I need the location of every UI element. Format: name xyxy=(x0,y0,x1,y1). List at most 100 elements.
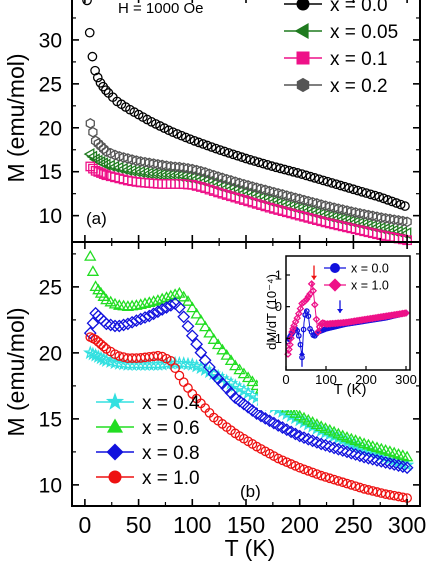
panel-b-point-3 xyxy=(342,478,352,489)
panel-a-point-0 xyxy=(82,0,92,6)
inset-point-1 xyxy=(314,328,322,336)
panel-b-point-3 xyxy=(290,461,301,471)
panel-a-point-3 xyxy=(355,208,365,219)
panel-a-point-3 xyxy=(140,156,150,168)
panel-a-point-0 xyxy=(258,158,269,169)
panel-a-point-3 xyxy=(398,215,408,227)
panel-a-point-3 xyxy=(325,201,335,213)
panel-a-point-0 xyxy=(301,170,311,181)
panel-b-point-2 xyxy=(379,456,393,469)
inset-point-1 xyxy=(301,297,310,305)
inset-point-1 xyxy=(400,309,409,318)
panel-b-point-3 xyxy=(316,470,327,481)
panel-a-point-0 xyxy=(374,192,385,202)
panel-a-point-3 xyxy=(99,143,109,155)
panel-a-point-3 xyxy=(96,140,106,152)
panel-b-point-2 xyxy=(142,309,156,323)
panel-a-point-3 xyxy=(247,181,258,192)
panel-a-point-0 xyxy=(284,165,294,176)
panel-b-point-3 xyxy=(174,370,185,381)
panel-a-point-0 xyxy=(206,142,217,152)
inset-y-tick-label: 0 xyxy=(275,299,282,314)
inset-point-1 xyxy=(286,340,294,349)
panel-a-point-0 xyxy=(198,139,208,149)
inset-x-tick-label: 0 xyxy=(282,372,289,387)
panel-a-point-0 xyxy=(87,51,98,62)
inset-point-1 xyxy=(285,345,293,354)
panel-b-legend-marker xyxy=(106,443,124,461)
panel-b-point-3 xyxy=(346,480,357,490)
panel-b-point-2 xyxy=(177,310,191,324)
panel-b-point-1 xyxy=(284,404,298,416)
panel-b-legend-label: x = 0.6 xyxy=(142,418,200,439)
panel-a-point-3 xyxy=(153,158,163,170)
panel-a-point-0 xyxy=(378,193,389,204)
panel-b-point-1 xyxy=(216,343,229,355)
panel-a-point-2 xyxy=(88,163,98,174)
panel-b-point-2 xyxy=(327,441,341,455)
panel-b-point-1 xyxy=(203,326,216,338)
panel-b-point-1 xyxy=(177,290,190,302)
inset-legend-marker xyxy=(328,278,342,292)
panel-a-point-3 xyxy=(88,126,98,138)
panel-a-point-0 xyxy=(348,184,359,195)
panel-b-point-3 xyxy=(324,473,335,484)
inset-point-0 xyxy=(303,308,310,314)
panel-a-point-3 xyxy=(277,189,288,200)
inset-point-1 xyxy=(302,295,311,303)
panel-a-point-3 xyxy=(290,192,301,204)
panel-a-point-3 xyxy=(157,159,167,171)
inset-point-0 xyxy=(300,326,307,333)
panel-b-x-tick-label: 0 xyxy=(78,512,91,538)
inset-frame xyxy=(285,255,411,371)
inset-background xyxy=(258,252,416,410)
inset-y-tick-label: -1 xyxy=(270,331,282,346)
panel-a-point-3 xyxy=(380,212,391,224)
panel-a-point-0 xyxy=(271,162,281,173)
inset-point-0 xyxy=(305,313,312,320)
panel-b-point-3 xyxy=(98,341,109,352)
panel-b-point-3 xyxy=(183,383,193,393)
panel-a-point-0 xyxy=(245,154,256,165)
panel-a-point-0 xyxy=(163,125,174,136)
panel-a-point-3 xyxy=(376,212,386,223)
panel-b-point-1 xyxy=(151,294,165,305)
panel-a-y-axis-label: M (emu/mol) xyxy=(3,53,29,182)
panel-b-point-1 xyxy=(86,265,100,276)
panel-a-legend-label: x = 0.05 xyxy=(330,22,398,43)
panel-b-point-2 xyxy=(314,437,328,451)
panel-a-legend-marker xyxy=(296,0,310,11)
panel-a-point-0 xyxy=(202,140,213,151)
panel-a-point-0 xyxy=(395,199,406,210)
panel-b-point-3 xyxy=(337,477,348,488)
panel-a-point-3 xyxy=(307,196,318,208)
panel-a-point-0 xyxy=(322,176,333,187)
panel-a-point-1 xyxy=(129,165,141,178)
panel-b-point-2 xyxy=(383,457,397,470)
panel-b-point-2 xyxy=(331,442,345,456)
panel-b-point-2 xyxy=(164,298,178,312)
panel-b-point-3 xyxy=(363,485,374,495)
panel-b-legend-marker xyxy=(108,470,122,484)
panel-b-x-tick-label: 300 xyxy=(388,512,426,538)
panel-b-point-3 xyxy=(110,349,120,360)
panel-b-point-1 xyxy=(194,314,208,325)
panel-a-point-1 xyxy=(112,161,124,175)
panel-a-point-3 xyxy=(85,118,95,129)
panel-a-point-1 xyxy=(108,160,120,173)
panel-a-point-0 xyxy=(266,161,277,171)
panel-a-point-0 xyxy=(193,137,204,148)
panel-a-point-1 xyxy=(121,163,133,177)
panel-a-point-0 xyxy=(309,173,320,183)
inset-arrow-head xyxy=(337,309,343,313)
panel-b-point-2 xyxy=(155,303,169,316)
panel-a-point-3 xyxy=(269,186,279,198)
panel-b-point-1 xyxy=(130,299,143,310)
panel-a-point-1 xyxy=(83,147,95,161)
panel-b-point-2 xyxy=(357,450,371,464)
panel-b-point-0 xyxy=(103,354,118,368)
panel-a-point-0 xyxy=(232,150,243,161)
panel-b-point-3 xyxy=(367,486,378,496)
panel-a-point-3 xyxy=(187,163,197,175)
